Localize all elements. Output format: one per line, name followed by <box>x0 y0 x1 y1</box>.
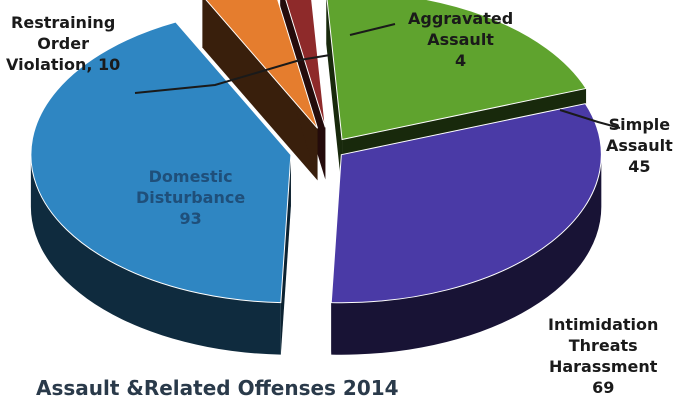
slice-label-line: Threats <box>568 336 638 355</box>
slice-label-line: Domestic <box>148 167 233 186</box>
slice-value-label: 69 <box>592 378 615 397</box>
slice-wall <box>326 0 343 192</box>
slice-label-line: Intimidation <box>548 315 659 334</box>
slice-label-line: Aggravated <box>408 9 514 28</box>
slice-label-intimidation: Intimidation Threats Harassment 69 <box>548 314 658 398</box>
slice-label-line: Harassment <box>548 357 658 376</box>
slice-value-label: Violation, 10 <box>6 55 121 74</box>
slice-aggravated-assault <box>285 0 326 128</box>
leader-line <box>559 109 621 129</box>
slice-label-aggravated-assault: Aggravated Assault 4 <box>408 8 513 71</box>
pie-tops <box>30 0 602 304</box>
slice-domestic-disturbance <box>30 21 292 304</box>
slice-label-line: Disturbance <box>136 188 246 207</box>
slice-outer-wall <box>30 154 281 355</box>
slice-intimidation <box>330 103 602 304</box>
leader-line <box>349 23 396 36</box>
slice-label-domestic-disturbance: Domestic Disturbance 93 <box>136 166 245 229</box>
slice-value-label: 4 <box>455 51 467 70</box>
leader-line <box>134 54 331 94</box>
leader-lines <box>134 23 621 129</box>
slice-restraining-order <box>205 0 319 129</box>
slice-label-restraining-order: Restraining Order Violation, 10 <box>6 12 120 75</box>
slice-wall <box>280 154 291 355</box>
slice-label-line: Order <box>37 34 89 53</box>
slice-label-line: Restraining <box>11 13 116 32</box>
slice-value-label: 45 <box>628 157 651 176</box>
slice-label-line: Simple <box>608 115 671 134</box>
slice-wall <box>202 0 318 181</box>
slice-outer-wall <box>331 154 602 355</box>
slice-label-line: Assault <box>606 136 673 155</box>
slice-simple-assault <box>326 0 587 141</box>
chart-title: Assault &Related Offenses 2014 <box>36 376 399 400</box>
slice-label-simple-assault: Simple Assault 45 <box>606 114 673 177</box>
slice-label-line: Assault <box>427 30 494 49</box>
slice-value-label: 93 <box>179 209 202 228</box>
